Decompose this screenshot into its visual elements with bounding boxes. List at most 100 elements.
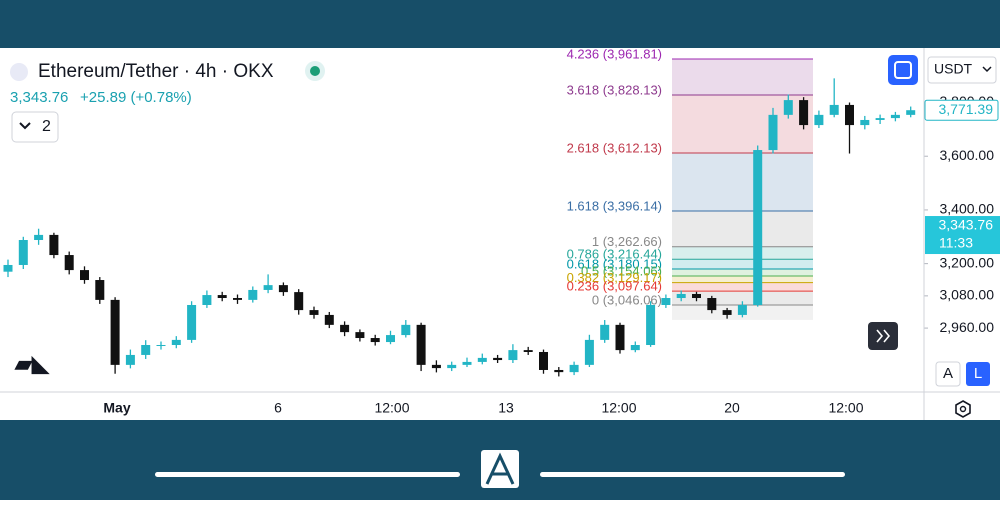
fullscreen-icon (894, 61, 912, 79)
indicator-toggle[interactable] (11, 111, 59, 143)
candle-body (493, 357, 503, 361)
fib-label: 1.618 (3,396.14) (567, 198, 662, 213)
countdown: 11:33 (939, 235, 973, 251)
currency-select[interactable] (927, 56, 997, 84)
chevron (19, 122, 31, 130)
candle-body (814, 114, 824, 126)
candle-body (233, 298, 242, 300)
current-price: 3,343.76 (10, 89, 68, 106)
fullscreen-button[interactable] (888, 55, 918, 85)
candle-body (875, 118, 885, 120)
candle-body (462, 361, 472, 365)
candle-body (829, 104, 839, 115)
candle-body (187, 304, 197, 340)
candle-body (217, 295, 227, 299)
candle-body (737, 304, 747, 315)
fib-band (672, 152, 813, 211)
y-tick-label: 3,600.00 (940, 147, 995, 163)
currency: USDT (934, 61, 973, 77)
indicator-count: 2 (42, 118, 51, 135)
candle-body (80, 270, 89, 281)
candle-body (845, 104, 854, 126)
fib-band (672, 291, 813, 305)
candle-body (355, 332, 365, 339)
fib-band (672, 59, 813, 95)
candle-body (431, 364, 441, 369)
candle-body (890, 114, 900, 119)
fib-label: 4.236 (3,961.81) (567, 46, 662, 61)
candle-body (860, 119, 870, 126)
candle-body (324, 314, 334, 325)
price-change: +25.89 (+0.78%) (80, 89, 192, 106)
divider (540, 472, 845, 477)
candle-body (278, 285, 288, 293)
log-label: L (974, 365, 982, 382)
candle-body (141, 345, 151, 355)
candle-body (3, 264, 13, 272)
fib-band (672, 268, 813, 276)
x-tick-label: 12:00 (374, 400, 409, 416)
fib-label: 0.5 (3,154.06) (581, 263, 662, 278)
x-tick-label: 6 (274, 400, 282, 416)
candle-body (477, 357, 487, 362)
candle-body (18, 240, 28, 265)
candle-body (309, 310, 319, 315)
candle-body (692, 293, 701, 299)
candle-body (569, 364, 579, 373)
candle-body (248, 289, 258, 300)
log-button[interactable] (966, 362, 990, 386)
settings-icon[interactable] (955, 400, 971, 418)
fib-band (672, 246, 813, 260)
fib-label: 0.382 (3,129.17) (567, 270, 662, 285)
candle-body (600, 324, 610, 340)
x-tick-label: 13 (498, 400, 514, 416)
fib-label: 2.618 (3,612.13) (567, 140, 662, 155)
status-dot (310, 66, 320, 76)
candle-body (768, 114, 778, 151)
candle-body (508, 350, 518, 361)
candle-body (630, 345, 640, 351)
last-price-box (925, 216, 1000, 255)
symbol-title: Ethereum/Tether · 4h · OKX (38, 61, 274, 82)
fib-label: 3.618 (3,828.13) (567, 82, 662, 97)
candle-body (171, 339, 181, 346)
candle-body (783, 100, 793, 115)
plot: 4.236 (3,961.81) 3.618 (3,828.13) 2.618 (3… (3, 46, 928, 377)
candle-body (554, 369, 564, 373)
auto-button[interactable] (935, 361, 961, 387)
candle-body (539, 351, 548, 370)
fib-label: 0 (3,046.06) (592, 292, 662, 307)
fib-band (672, 210, 813, 247)
y-tick-label: 2,960.00 (940, 319, 995, 335)
scroll-icon (876, 329, 891, 343)
divider (155, 472, 460, 477)
candle-body (294, 292, 304, 311)
candle-body (906, 110, 916, 115)
candle-body (707, 298, 717, 311)
candle-body (676, 293, 686, 299)
fib-band (672, 259, 813, 269)
top-band (0, 0, 1000, 48)
candle-body (401, 324, 411, 336)
auto-label: A (943, 365, 953, 382)
chevron (982, 66, 992, 73)
candle-body (447, 364, 457, 369)
candle-body (416, 324, 426, 365)
fib-label: 0.236 (3,097.64) (567, 279, 662, 294)
coin-icon (10, 63, 28, 81)
candle-body (263, 285, 273, 290)
fib-band (672, 275, 813, 283)
candle-body (202, 295, 212, 305)
fib-label: 0.786 (3,216.44) (567, 247, 662, 262)
candle-body (753, 150, 763, 305)
marker-price: 3,771.39 (939, 101, 994, 117)
fib-band (672, 282, 813, 292)
candle-body (661, 298, 671, 305)
settings-dot (959, 405, 967, 413)
candle-body (523, 350, 533, 352)
candle-body (64, 255, 74, 271)
y-tick-label: 3,080.00 (940, 287, 995, 303)
candle-body (615, 324, 625, 351)
fib-label: 1 (3,262.66) (592, 234, 662, 249)
